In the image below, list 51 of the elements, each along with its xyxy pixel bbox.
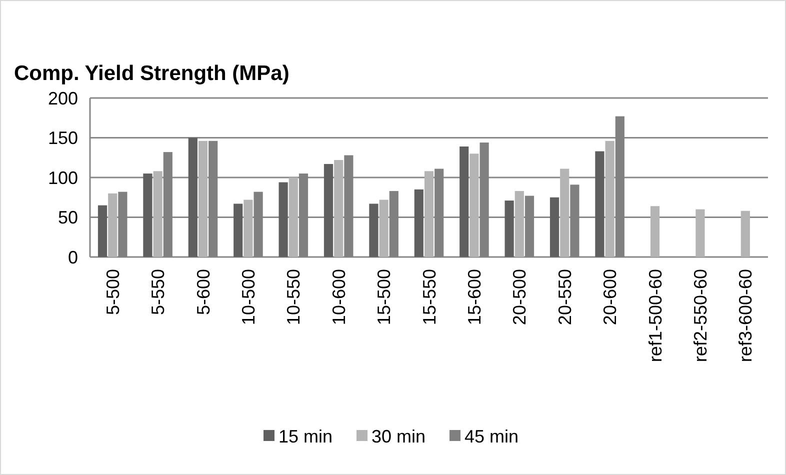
bar xyxy=(504,200,514,257)
bar xyxy=(460,146,469,257)
x-tick-label: 20-550 xyxy=(554,269,575,326)
bar xyxy=(278,182,288,257)
bar xyxy=(696,209,705,257)
x-tick-label: ref1-500-60 xyxy=(645,269,666,362)
y-tick-label: 200 xyxy=(48,88,78,108)
bar xyxy=(550,197,560,257)
bar xyxy=(470,154,479,257)
y-tick-label: 100 xyxy=(48,168,78,188)
bar xyxy=(560,168,570,257)
x-tick-label: 10-600 xyxy=(328,269,349,326)
bar xyxy=(198,140,208,257)
y-tick-label: 50 xyxy=(58,208,78,228)
y-tick-label: 0 xyxy=(68,247,78,268)
bar xyxy=(98,205,108,257)
bar xyxy=(334,160,344,257)
x-tick-label: 15-500 xyxy=(374,269,394,326)
bar xyxy=(605,140,614,257)
bar xyxy=(740,210,750,257)
x-tick-label: 20-500 xyxy=(510,269,530,326)
bar xyxy=(650,206,660,257)
bar xyxy=(514,191,524,257)
y-tick-label: 150 xyxy=(48,128,78,148)
bar xyxy=(414,189,424,257)
x-tick-label: ref2-550-60 xyxy=(690,269,710,362)
bar xyxy=(369,204,378,257)
x-tick-label: 5-600 xyxy=(193,269,214,316)
x-tick-label: 5-500 xyxy=(102,269,123,316)
bar xyxy=(288,178,298,257)
bar xyxy=(153,171,162,257)
x-tick-label: 5-550 xyxy=(148,269,168,316)
bar xyxy=(188,138,198,257)
bar xyxy=(234,204,243,257)
bar xyxy=(108,193,118,257)
bar xyxy=(424,171,434,257)
bar xyxy=(595,151,604,257)
bar xyxy=(324,164,334,257)
legend-label: 15 min xyxy=(278,426,333,446)
bar xyxy=(379,200,388,257)
bar xyxy=(143,174,152,257)
x-tick-label: ref3-600-60 xyxy=(736,269,756,362)
bar xyxy=(244,200,253,257)
x-tick-label: 10-500 xyxy=(238,269,258,326)
x-tick-label: 20-600 xyxy=(600,269,620,326)
x-tick-label: 15-550 xyxy=(419,269,440,326)
legend-label: 45 min xyxy=(464,426,519,446)
x-tick-label: 15-600 xyxy=(464,269,484,326)
x-tick-label: 10-550 xyxy=(284,269,304,326)
legend-label: 30 min xyxy=(372,426,426,446)
chart-title: Comp. Yield Strength (MPa) xyxy=(14,62,290,85)
